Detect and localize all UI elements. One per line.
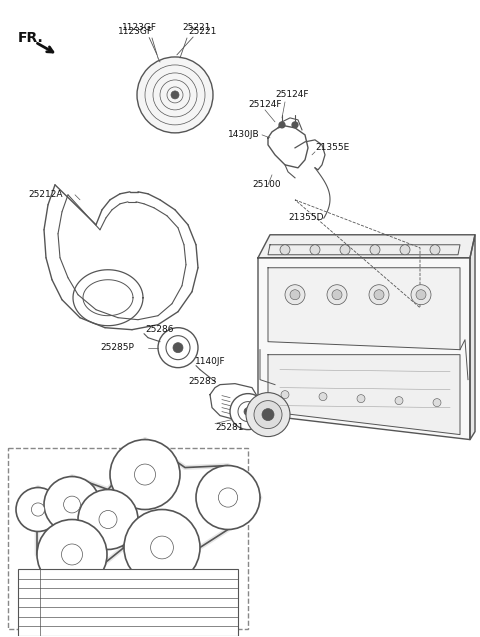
Circle shape — [369, 285, 389, 304]
Circle shape — [124, 510, 200, 585]
Text: WP: WP — [22, 617, 36, 626]
Circle shape — [61, 544, 83, 565]
Text: AN: AN — [31, 505, 45, 515]
Text: 1430JB: 1430JB — [228, 131, 260, 140]
Polygon shape — [268, 245, 460, 255]
Circle shape — [78, 490, 138, 550]
Text: IP: IP — [68, 499, 76, 510]
Circle shape — [218, 488, 238, 507]
Text: 25285P: 25285P — [100, 343, 134, 352]
Circle shape — [433, 399, 441, 406]
Circle shape — [173, 343, 183, 353]
Text: WATER PUMP: WATER PUMP — [45, 617, 100, 626]
Circle shape — [171, 91, 179, 99]
Circle shape — [374, 290, 384, 300]
Circle shape — [281, 390, 289, 399]
Text: 1140JF: 1140JF — [195, 357, 226, 366]
Text: 21355D: 21355D — [288, 213, 324, 222]
Text: 21355E: 21355E — [315, 143, 349, 152]
Text: IDLER PULLEY: IDLER PULLEY — [45, 598, 103, 607]
Text: TENSIONER PULLEY: TENSIONER PULLEY — [45, 608, 127, 617]
Text: DP: DP — [23, 589, 35, 598]
Circle shape — [327, 285, 347, 304]
Circle shape — [357, 395, 365, 403]
Polygon shape — [258, 235, 475, 258]
Circle shape — [370, 245, 380, 255]
FancyBboxPatch shape — [8, 448, 248, 629]
Circle shape — [166, 336, 190, 360]
Text: DP: DP — [155, 543, 169, 552]
Text: 1123GF: 1123GF — [122, 24, 157, 32]
Circle shape — [246, 392, 290, 436]
Text: PS: PS — [222, 492, 234, 503]
Text: 25124F: 25124F — [248, 101, 281, 110]
Text: WP: WP — [137, 469, 153, 480]
Circle shape — [310, 245, 320, 255]
Polygon shape — [268, 268, 460, 350]
Text: AC: AC — [65, 550, 79, 559]
Text: 25286: 25286 — [145, 325, 173, 334]
Circle shape — [63, 496, 81, 513]
Circle shape — [44, 476, 100, 533]
Text: DAMPER PULLEY: DAMPER PULLEY — [45, 589, 114, 598]
Text: 25124F: 25124F — [275, 90, 309, 99]
Circle shape — [395, 397, 403, 404]
Circle shape — [196, 466, 260, 529]
Circle shape — [99, 510, 117, 529]
Text: AC: AC — [23, 580, 35, 589]
Text: 25100: 25100 — [252, 180, 281, 189]
Text: AIR CON COMPRESSOR: AIR CON COMPRESSOR — [45, 580, 142, 589]
Circle shape — [292, 122, 298, 128]
Text: FR.: FR. — [18, 31, 44, 45]
Text: TP: TP — [102, 515, 114, 524]
Text: 25283: 25283 — [188, 377, 216, 386]
Text: IP: IP — [25, 598, 33, 607]
Circle shape — [319, 392, 327, 401]
Circle shape — [37, 520, 107, 589]
Circle shape — [279, 122, 285, 128]
Bar — [18, 569, 238, 636]
Circle shape — [238, 401, 258, 422]
Text: 1123GF: 1123GF — [118, 27, 153, 36]
Text: 25221: 25221 — [188, 27, 216, 36]
Text: ALTERNATOR: ALTERNATOR — [45, 570, 99, 579]
Polygon shape — [470, 235, 475, 440]
Circle shape — [411, 285, 431, 304]
Circle shape — [230, 394, 266, 429]
Circle shape — [416, 290, 426, 300]
Text: POWER STEERING: POWER STEERING — [45, 627, 121, 636]
Text: TP: TP — [24, 608, 34, 617]
Circle shape — [285, 285, 305, 304]
Polygon shape — [268, 355, 460, 434]
Text: 25212A: 25212A — [28, 190, 62, 199]
Circle shape — [151, 536, 173, 559]
Circle shape — [137, 57, 213, 133]
Circle shape — [16, 487, 60, 531]
Circle shape — [31, 503, 45, 516]
Text: AN: AN — [23, 570, 35, 579]
Circle shape — [400, 245, 410, 255]
Circle shape — [280, 245, 290, 255]
Circle shape — [290, 290, 300, 300]
Polygon shape — [258, 258, 470, 440]
Circle shape — [158, 327, 198, 368]
Circle shape — [262, 408, 274, 420]
Text: 25281: 25281 — [215, 423, 243, 432]
Circle shape — [430, 245, 440, 255]
Circle shape — [134, 464, 156, 485]
Circle shape — [340, 245, 350, 255]
Text: 25221: 25221 — [182, 24, 210, 32]
Circle shape — [110, 440, 180, 510]
Circle shape — [244, 408, 252, 415]
Circle shape — [332, 290, 342, 300]
Text: PS: PS — [24, 627, 34, 636]
Circle shape — [254, 401, 282, 429]
